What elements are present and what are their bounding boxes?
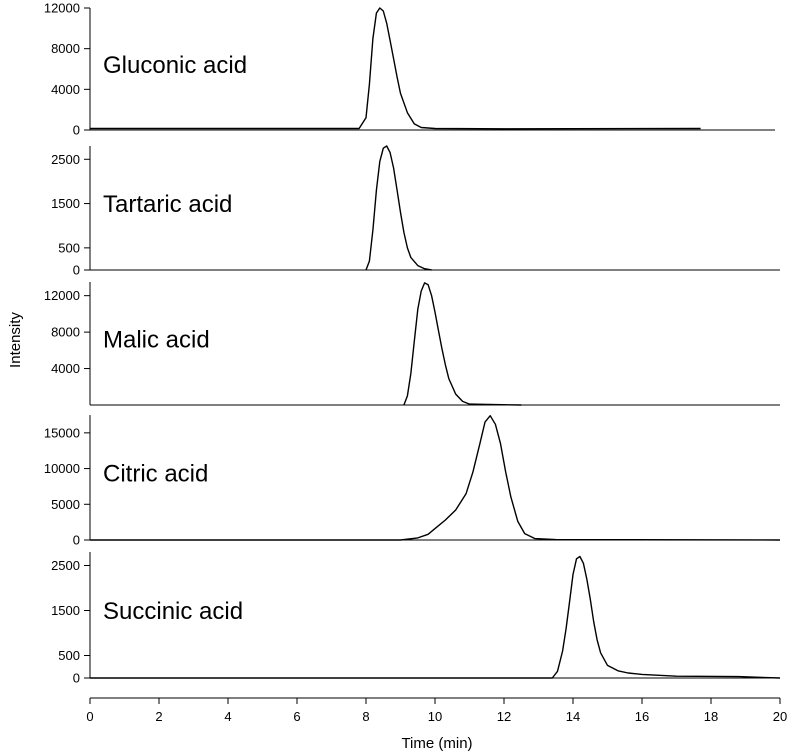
y-tick-label: 0 xyxy=(73,123,80,138)
series-line xyxy=(90,555,781,679)
y-tick-label: 15000 xyxy=(44,425,80,440)
x-tick-label: 8 xyxy=(362,709,369,724)
panel-label: Malic acid xyxy=(103,327,210,354)
series-line xyxy=(90,415,781,541)
series-line xyxy=(90,7,701,130)
y-tick-label: 0 xyxy=(73,671,80,686)
y-axis-title: Intensity xyxy=(7,312,24,368)
panel-label: Tartaric acid xyxy=(103,191,232,218)
y-tick-label: 2500 xyxy=(51,152,80,167)
y-tick-label: 500 xyxy=(58,240,80,255)
x-tick-label: 4 xyxy=(224,709,231,724)
series-line xyxy=(365,145,432,271)
y-tick-label: 1500 xyxy=(51,196,80,211)
panel-3: 15000 10000 5000 0 Citric acid xyxy=(44,415,781,548)
x-tick-label: 14 xyxy=(566,709,580,724)
y-tick-label: 1500 xyxy=(51,603,80,618)
y-tick-label: 8000 xyxy=(51,325,80,340)
x-axis: 0 2 4 6 8 10 12 14 16 18 20 xyxy=(86,697,787,724)
y-tick-label: 5000 xyxy=(51,497,80,512)
x-tick-label: 12 xyxy=(497,709,511,724)
x-axis-title: Time (min) xyxy=(401,735,472,752)
panel-1: 2500 1500 500 0 Tartaric acid xyxy=(51,145,780,278)
x-tick-label: 10 xyxy=(428,709,442,724)
x-tick-label: 0 xyxy=(86,709,93,724)
x-tick-label: 6 xyxy=(293,709,300,724)
x-tick-label: 18 xyxy=(704,709,718,724)
panel-2: 12000 8000 4000 Malic acid xyxy=(44,282,780,406)
y-tick-label: 12000 xyxy=(44,288,80,303)
y-tick-label: 0 xyxy=(73,263,80,278)
y-tick-label: 12000 xyxy=(44,1,80,16)
x-tick-label: 20 xyxy=(773,709,787,724)
y-tick-label: 4000 xyxy=(51,82,80,97)
y-tick-label: 4000 xyxy=(51,361,80,376)
y-tick-label: 2500 xyxy=(51,558,80,573)
y-tick-label: 8000 xyxy=(51,41,80,56)
x-tick-label: 2 xyxy=(155,709,162,724)
y-tick-label: 10000 xyxy=(44,461,80,476)
y-tick-label: 0 xyxy=(73,533,80,548)
y-tick-label: 500 xyxy=(58,648,80,663)
series-line xyxy=(403,282,522,406)
x-tick-label: 16 xyxy=(635,709,649,724)
panel-label: Succinic acid xyxy=(103,598,243,625)
panel-label: Gluconic acid xyxy=(103,52,247,79)
panel-4: 2500 1500 500 0 Succinic acid xyxy=(51,552,781,686)
panel-0: 12000 8000 4000 0 Gluconic acid xyxy=(44,1,775,138)
panel-label: Citric acid xyxy=(103,461,208,488)
